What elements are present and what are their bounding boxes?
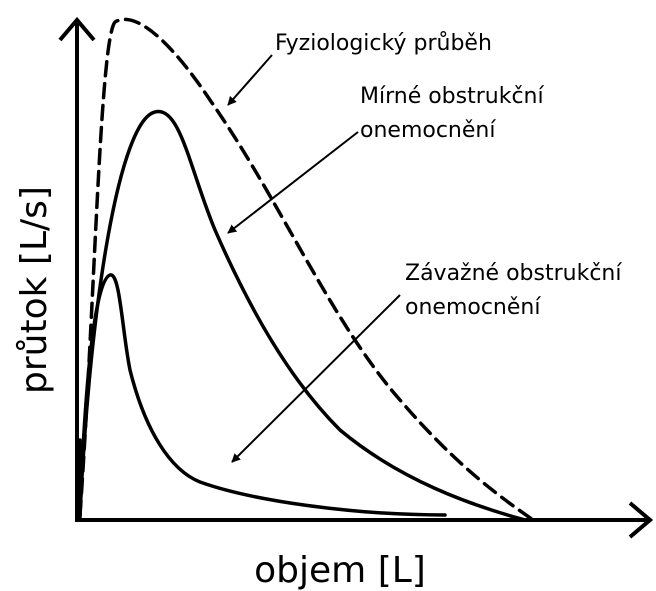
- y-axis-label: průtok [L/s]: [14, 186, 55, 394]
- annotation: Závažné obstrukční: [405, 261, 622, 286]
- axes: [58, 16, 654, 539]
- annotation: Fyziologický průběh: [275, 31, 492, 56]
- annotation: onemocnění: [405, 295, 541, 320]
- moderate-curve: [78, 109, 527, 522]
- physiological-curve: [78, 17, 535, 522]
- y-axis-arrow: [58, 16, 96, 42]
- annotation: Mírné obstrukční: [360, 84, 545, 109]
- arrow: [227, 131, 359, 234]
- annotation: onemocnění: [360, 118, 496, 143]
- arrow: [227, 54, 273, 106]
- arrow: [231, 294, 401, 463]
- severe-curve: [78, 273, 447, 517]
- x-axis-label: objem [L]: [254, 550, 426, 591]
- x-axis-arrow: [628, 501, 654, 539]
